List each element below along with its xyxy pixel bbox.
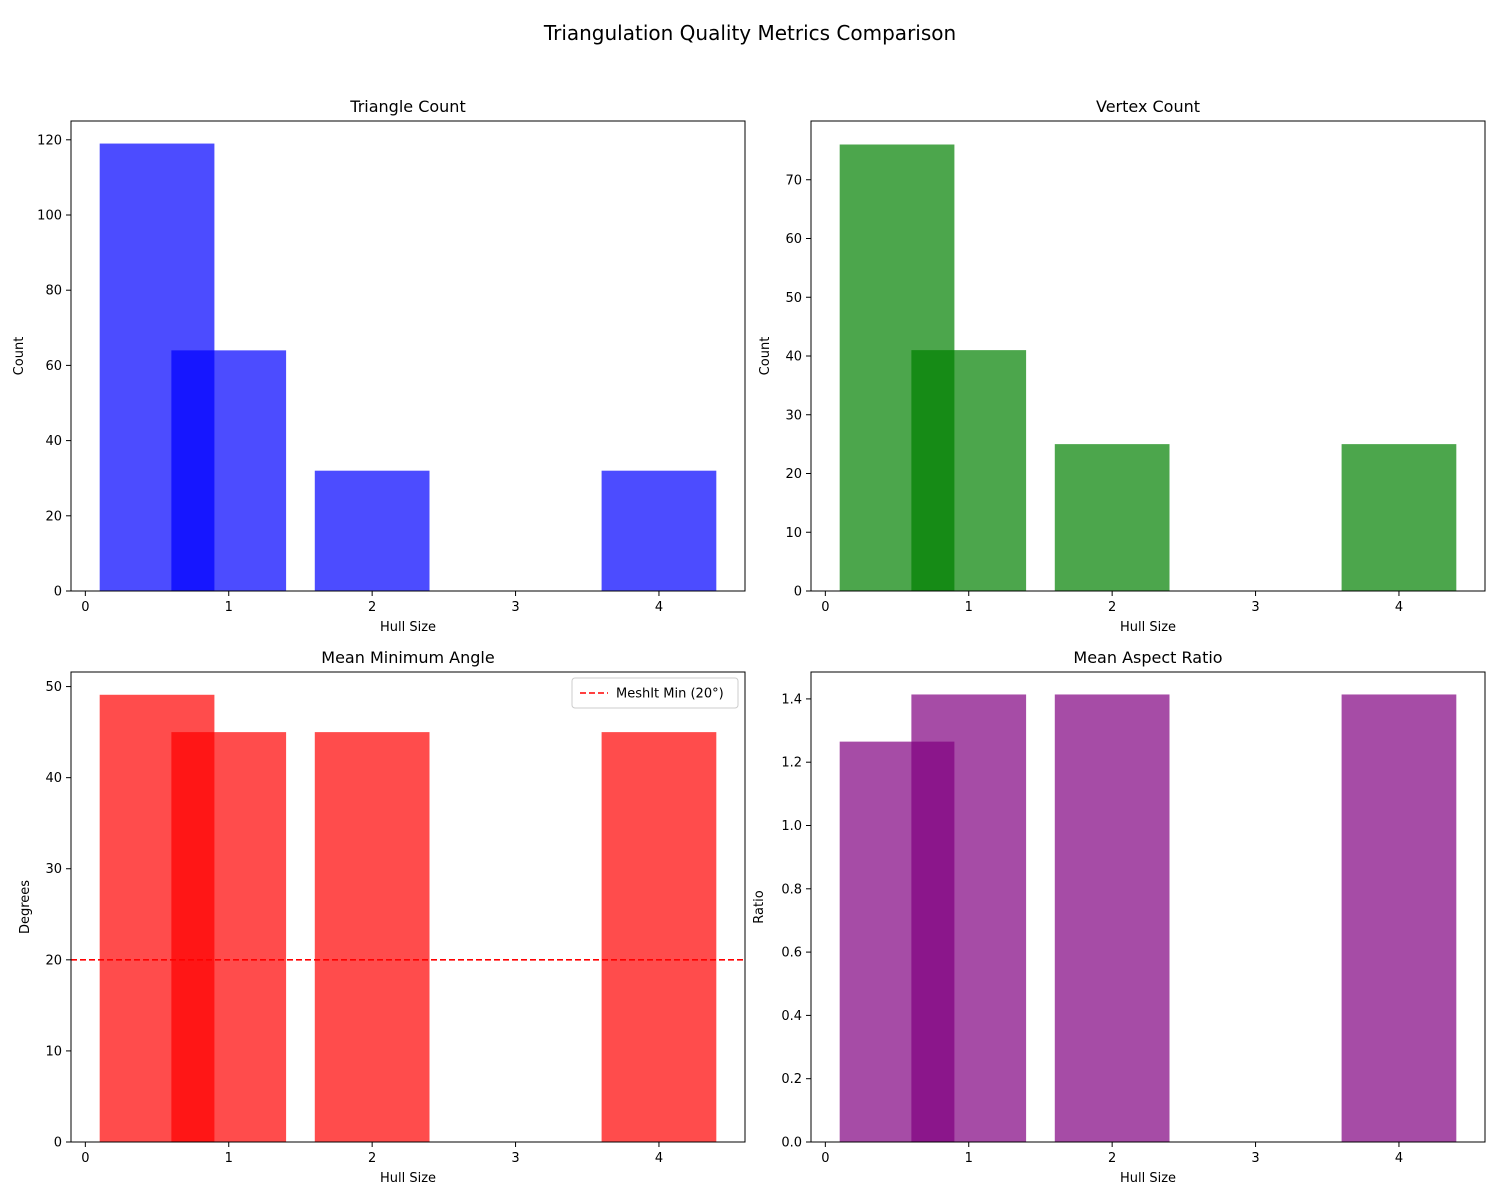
- legend-box: [571, 677, 739, 709]
- panel-title: Mean Minimum Angle: [321, 648, 494, 667]
- y-tick-label: 40: [45, 771, 62, 786]
- x-tick-label: 3: [511, 1151, 519, 1166]
- y-tick-label: 0.2: [781, 1072, 802, 1087]
- y-tick-label: 30: [785, 408, 802, 423]
- bar: [314, 470, 430, 591]
- y-tick-label: 20: [45, 509, 62, 524]
- x-tick-label: 4: [1395, 600, 1403, 615]
- x-tick-label: 1: [225, 1151, 233, 1166]
- x-tick-label: 0: [821, 1151, 829, 1166]
- x-tick-label: 2: [368, 1151, 376, 1166]
- x-axis-label: Hull Size: [1120, 620, 1176, 635]
- y-tick-label: 0: [54, 585, 62, 600]
- y-tick-label: 100: [37, 209, 62, 224]
- y-tick-label: 50: [45, 680, 62, 695]
- y-tick-label: 30: [45, 862, 62, 877]
- y-tick-label: 60: [45, 359, 62, 374]
- x-tick-label: 0: [81, 1151, 89, 1166]
- y-tick-label: 70: [785, 173, 802, 188]
- y-tick-label: 20: [45, 953, 62, 968]
- x-axis-label: Hull Size: [1120, 1171, 1176, 1186]
- x-tick-label: 1: [965, 1151, 973, 1166]
- legend: MeshIt Min (20°): [571, 677, 739, 709]
- y-axis-label: Count: [12, 337, 27, 376]
- bar: [314, 732, 430, 1142]
- figure-title: Triangulation Quality Metrics Comparison: [543, 21, 956, 45]
- y-tick-label: 1.4: [781, 692, 802, 707]
- x-tick-label: 1: [965, 600, 973, 615]
- axes-frame: [70, 120, 746, 592]
- x-tick-label: 4: [655, 600, 663, 615]
- panel-title: Mean Aspect Ratio: [1073, 648, 1222, 667]
- chart-panel: 0 1 2 3 4 0.0 0.2 0.4 0.6 0.8 1.0 1.2 1.4 Mean Aspect…: [752, 648, 1486, 1186]
- y-tick-label: 120: [37, 133, 62, 148]
- x-tick-label: 2: [1108, 1151, 1116, 1166]
- bar: [1341, 694, 1457, 1142]
- bar: [1341, 444, 1457, 591]
- y-tick-label: 60: [785, 232, 802, 247]
- x-tick-label: 3: [1251, 1151, 1259, 1166]
- bar: [1054, 444, 1170, 591]
- y-tick-label: 0.4: [781, 1009, 802, 1024]
- y-tick-label: 10: [45, 1044, 62, 1059]
- y-tick-label: 1.2: [781, 756, 802, 771]
- bar: [911, 350, 1027, 591]
- y-tick-label: 50: [785, 291, 802, 306]
- y-tick-label: 20: [785, 467, 802, 482]
- y-tick-label: 0: [54, 1136, 62, 1151]
- bar: [601, 732, 717, 1142]
- panel-title: Vertex Count: [1096, 97, 1200, 116]
- panel-title: Triangle Count: [349, 97, 465, 116]
- y-axis-label: Degrees: [18, 880, 33, 934]
- bar: [601, 470, 717, 591]
- bar: [171, 732, 287, 1142]
- x-tick-label: 2: [368, 600, 376, 615]
- x-tick-label: 2: [1108, 600, 1116, 615]
- y-tick-label: 80: [45, 284, 62, 299]
- bar: [171, 350, 287, 591]
- y-axis-label: Ratio: [752, 890, 767, 923]
- axes-frame: [810, 671, 1486, 1143]
- legend-label: MeshIt Min (20°): [616, 687, 724, 702]
- x-axis-label: Hull Size: [380, 620, 436, 635]
- y-tick-label: 0: [794, 585, 802, 600]
- y-axis-label: Count: [758, 337, 773, 376]
- axes-frame: [70, 671, 746, 1143]
- bar: [911, 694, 1027, 1142]
- y-tick-label: 10: [785, 526, 802, 541]
- bar: [1054, 694, 1170, 1142]
- x-axis-label: Hull Size: [380, 1171, 436, 1186]
- x-tick-label: 4: [655, 1151, 663, 1166]
- x-tick-label: 1: [225, 600, 233, 615]
- x-tick-label: 3: [1251, 600, 1259, 615]
- x-tick-label: 0: [81, 600, 89, 615]
- y-tick-label: 1.0: [781, 819, 802, 834]
- y-tick-label: 40: [45, 434, 62, 449]
- x-tick-label: 0: [821, 600, 829, 615]
- x-tick-label: 3: [511, 600, 519, 615]
- y-tick-label: 0.6: [781, 946, 802, 961]
- x-tick-label: 4: [1395, 1151, 1403, 1166]
- y-tick-label: 0.0: [781, 1136, 802, 1151]
- y-tick-label: 40: [785, 350, 802, 365]
- y-tick-label: 0.8: [781, 882, 802, 897]
